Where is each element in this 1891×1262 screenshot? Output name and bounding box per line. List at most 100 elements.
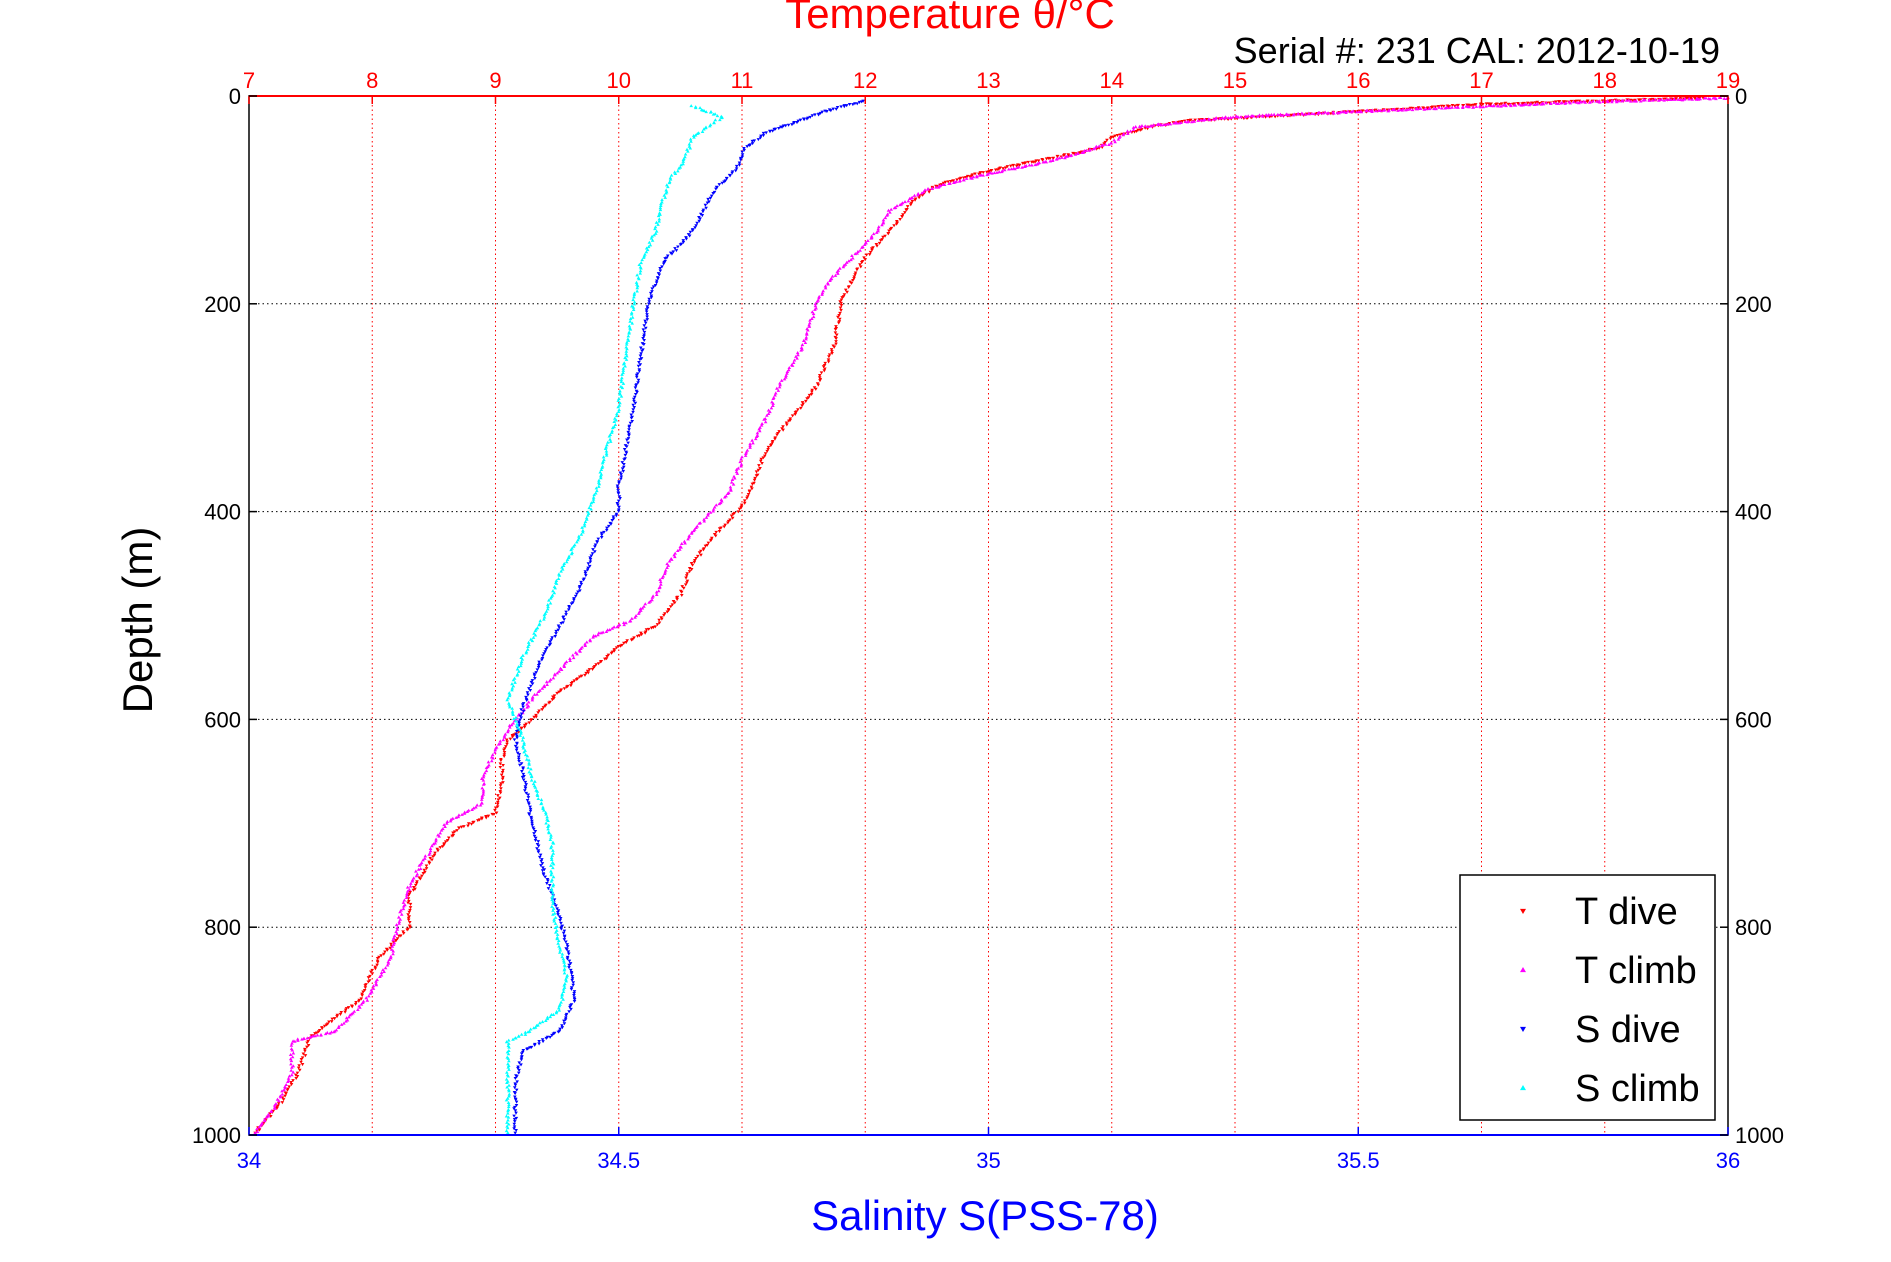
data-point bbox=[675, 548, 680, 553]
data-point bbox=[418, 866, 423, 870]
data-point bbox=[632, 397, 636, 401]
data-point bbox=[290, 1041, 294, 1045]
data-point bbox=[480, 794, 485, 798]
data-point bbox=[663, 257, 667, 261]
data-point bbox=[499, 759, 503, 763]
data-point bbox=[657, 219, 661, 223]
data-point bbox=[1499, 104, 1503, 108]
data-point bbox=[1162, 122, 1166, 127]
data-point bbox=[1143, 124, 1148, 128]
data-point bbox=[498, 739, 503, 743]
data-point bbox=[533, 779, 537, 783]
data-point bbox=[623, 364, 627, 368]
data-point bbox=[635, 634, 640, 638]
depth-tick-label-right: 200 bbox=[1735, 292, 1772, 317]
data-point bbox=[496, 798, 501, 802]
data-point bbox=[758, 459, 763, 463]
data-point bbox=[605, 443, 609, 447]
data-point bbox=[712, 121, 716, 125]
data-point bbox=[684, 574, 689, 578]
data-point bbox=[688, 137, 693, 141]
data-point bbox=[507, 1045, 511, 1049]
data-point bbox=[840, 296, 844, 300]
data-point bbox=[817, 376, 822, 380]
data-point bbox=[289, 1059, 294, 1063]
data-point bbox=[627, 331, 631, 335]
data-point bbox=[454, 815, 458, 819]
data-point bbox=[697, 521, 702, 525]
data-point bbox=[556, 938, 561, 943]
data-point bbox=[800, 404, 804, 408]
data-point bbox=[675, 597, 679, 602]
data-point bbox=[280, 1089, 284, 1093]
data-point bbox=[662, 572, 667, 576]
data-point bbox=[822, 369, 827, 373]
data-point bbox=[1351, 109, 1355, 113]
data-point bbox=[709, 194, 714, 198]
data-point bbox=[604, 528, 609, 532]
data-point bbox=[534, 713, 538, 717]
data-point bbox=[737, 163, 742, 167]
data-point bbox=[786, 368, 791, 372]
data-point bbox=[583, 642, 587, 646]
data-point bbox=[638, 346, 643, 350]
data-point bbox=[567, 1010, 571, 1014]
data-point bbox=[391, 949, 396, 953]
data-point bbox=[521, 778, 526, 782]
data-point bbox=[734, 467, 739, 471]
data-point bbox=[501, 781, 505, 785]
data-point bbox=[685, 579, 690, 583]
data-point bbox=[1211, 117, 1216, 121]
data-point bbox=[826, 358, 831, 362]
data-point bbox=[1624, 98, 1629, 102]
data-point bbox=[750, 438, 754, 442]
data-point bbox=[624, 352, 628, 356]
data-point bbox=[520, 775, 525, 779]
data-point bbox=[1354, 110, 1359, 114]
data-point bbox=[658, 269, 663, 273]
data-point bbox=[847, 102, 852, 107]
data-point bbox=[633, 392, 638, 397]
data-point bbox=[512, 717, 516, 721]
data-point bbox=[844, 104, 849, 108]
data-point bbox=[644, 250, 649, 254]
data-point bbox=[294, 1076, 298, 1081]
data-point bbox=[1291, 113, 1296, 117]
data-point bbox=[445, 839, 450, 843]
data-point bbox=[522, 750, 526, 754]
data-point bbox=[1456, 105, 1460, 109]
data-point bbox=[804, 399, 808, 403]
data-point bbox=[946, 180, 950, 184]
data-point bbox=[291, 1064, 296, 1068]
data-point bbox=[842, 293, 847, 297]
data-point bbox=[525, 705, 529, 709]
data-point bbox=[550, 698, 555, 702]
data-point bbox=[553, 673, 557, 677]
data-point bbox=[640, 349, 644, 353]
data-point bbox=[579, 582, 584, 586]
data-point bbox=[632, 302, 637, 306]
data-point bbox=[539, 864, 543, 868]
data-point bbox=[694, 556, 698, 561]
data-point bbox=[668, 176, 673, 180]
data-point bbox=[434, 839, 438, 843]
data-point bbox=[481, 788, 486, 792]
data-point bbox=[1020, 161, 1025, 165]
data-point bbox=[511, 678, 516, 682]
data-point bbox=[514, 748, 519, 752]
data-point bbox=[598, 660, 603, 664]
data-point bbox=[370, 972, 375, 976]
data-point bbox=[784, 373, 788, 377]
data-point bbox=[637, 369, 642, 373]
data-point bbox=[501, 738, 506, 742]
data-point bbox=[395, 927, 400, 931]
data-point bbox=[506, 1038, 511, 1042]
data-point bbox=[627, 434, 631, 438]
data-point bbox=[665, 254, 670, 258]
data-point bbox=[549, 856, 554, 860]
data-point bbox=[570, 975, 575, 979]
data-point bbox=[632, 295, 636, 299]
data-point bbox=[545, 682, 549, 687]
data-point bbox=[623, 356, 627, 360]
data-point bbox=[517, 669, 521, 673]
